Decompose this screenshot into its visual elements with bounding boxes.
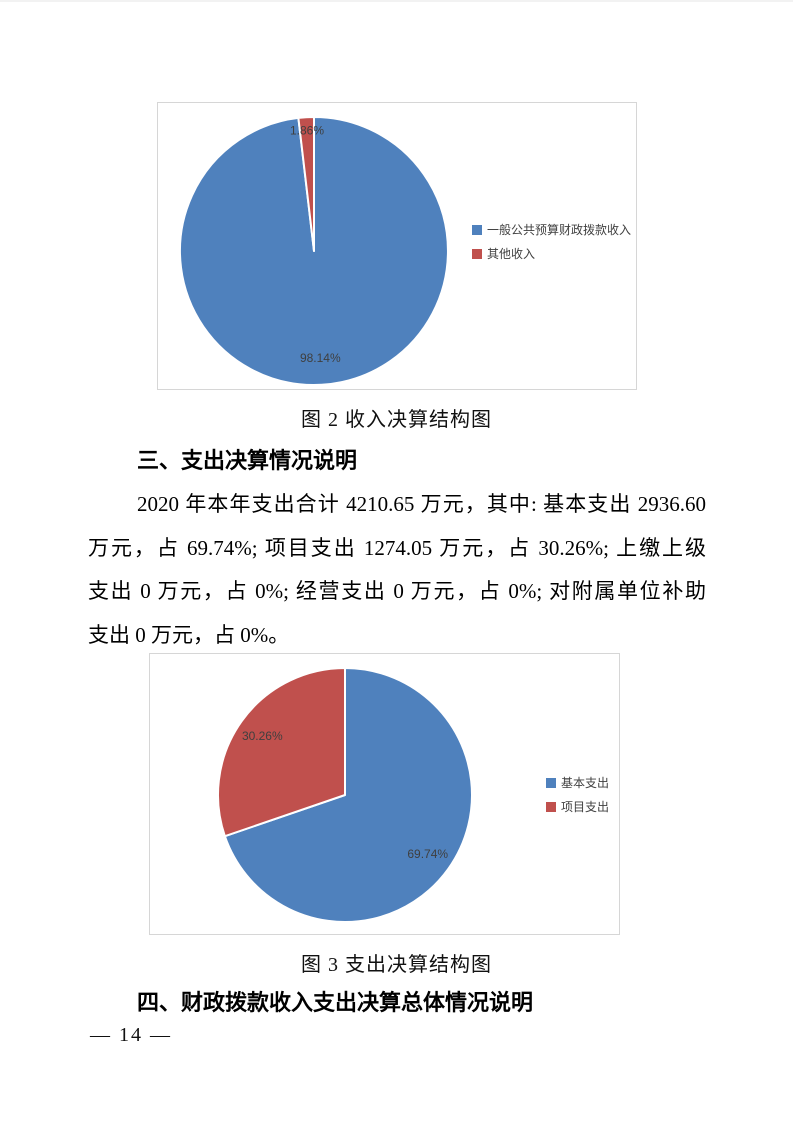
paragraph-line: 支出 0 万元，占 0%; 经营支出 0 万元，占 0%; 对附属单位补助 bbox=[88, 579, 706, 603]
section4-heading: 四、财政拨款收入支出决算总体情况说明 bbox=[137, 990, 534, 1015]
legend-label: 一般公共预算财政拨款收入 bbox=[487, 223, 632, 237]
pie-slice-0 bbox=[223, 667, 473, 923]
expenditure-paragraph: 2020 年本年支出合计 4210.65 万元，其中: 基本支出 2936.60… bbox=[88, 483, 706, 657]
income-pie-chart: 98.14% 1.86% 一般公共预算财政拨款收入 其他收入 bbox=[157, 102, 637, 390]
pie-data-label: 98.14% bbox=[300, 351, 341, 365]
page-number: — 14 — bbox=[90, 1024, 172, 1046]
legend-swatch-icon bbox=[546, 777, 556, 788]
pie-data-label: 1.86% bbox=[290, 124, 324, 138]
pie-slice-1 bbox=[297, 115, 315, 252]
legend-item-0: 基本支出 bbox=[546, 774, 609, 791]
expenditure-pie-chart: 69.74% 30.26% 基本支出项目支出 bbox=[149, 653, 620, 935]
legend-label: 其他收入 bbox=[487, 247, 536, 261]
section3-heading: 三、支出决算情况说明 bbox=[137, 448, 358, 473]
pie-data-label: 30.26% bbox=[242, 729, 283, 743]
income-chart-legend: 一般公共预算财政拨款收入 其他收入 bbox=[472, 221, 631, 269]
expenditure-chart-legend: 基本支出 项目支出 bbox=[546, 774, 609, 822]
legend-label: 项目支出 bbox=[561, 800, 610, 814]
legend-swatch-icon bbox=[472, 224, 482, 235]
income-pie-svg: 98.14% 1.86% bbox=[178, 115, 449, 386]
pie-data-label: 69.74% bbox=[407, 847, 448, 861]
expenditure-pie-svg: 69.74% 30.26% bbox=[217, 667, 473, 923]
figure2-caption: 图 2 收入决算结构图 bbox=[301, 409, 492, 431]
paragraph-line: 2020 年本年支出合计 4210.65 万元，其中: 基本支出 2936.60 bbox=[137, 492, 706, 516]
pie-slice-1 bbox=[217, 667, 346, 838]
figure3-caption: 图 3 支出决算结构图 bbox=[301, 954, 492, 976]
legend-item-1: 项目支出 bbox=[546, 798, 609, 815]
legend-item-0: 一般公共预算财政拨款收入 bbox=[472, 221, 631, 238]
legend-swatch-icon bbox=[472, 248, 482, 259]
paragraph-line: 支出 0 万元，占 0%。 bbox=[88, 622, 290, 647]
legend-swatch-icon bbox=[546, 801, 556, 812]
legend-item-1: 其他收入 bbox=[472, 245, 631, 262]
paragraph-line: 万元，占 69.74%; 项目支出 1274.05 万元，占 30.26%; 上… bbox=[88, 535, 706, 560]
legend-label: 基本支出 bbox=[561, 776, 610, 790]
